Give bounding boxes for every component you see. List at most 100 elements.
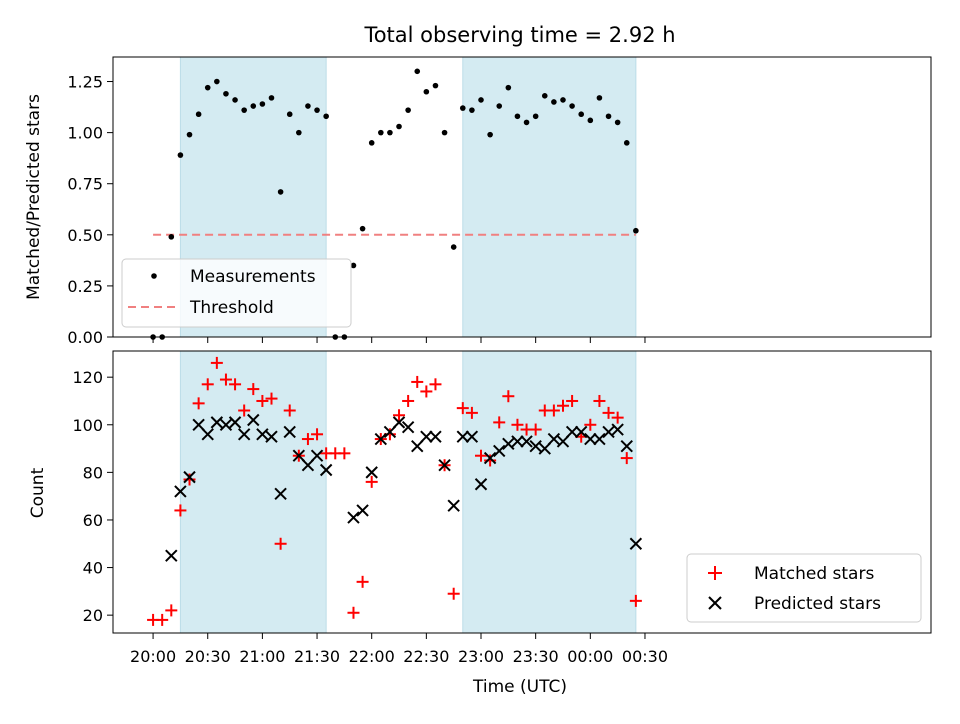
- matched-stars-point-22: [338, 447, 351, 460]
- predicted-stars-point-12: [265, 430, 278, 443]
- measurements-point-39: [496, 103, 503, 109]
- measurements-point-9: [223, 90, 229, 97]
- ratio-panel-x-ticks: [152, 337, 646, 343]
- measurements-point-30: [414, 68, 421, 75]
- matched-stars-point-18: [301, 433, 314, 446]
- measurements-point-6: [195, 111, 202, 118]
- x-tick-label: 21:00: [239, 647, 285, 666]
- measurements-point-40: [505, 84, 512, 91]
- chart-title: Total observing time = 2.92 h: [363, 23, 675, 47]
- matched-stars-point-36: [465, 406, 478, 419]
- predicted-stars-point-19: [347, 511, 360, 524]
- predicted-stars-point-27: [420, 430, 433, 443]
- y-tick-label: 120: [72, 368, 103, 387]
- matched-stars-point-52: [611, 411, 624, 424]
- ratio-panel-y-axis-label: Matched/Predicted stars: [24, 94, 44, 300]
- predicted-stars-point-3: [183, 470, 196, 484]
- measurements-point-29: [405, 107, 411, 113]
- y-tick-label: 0.00: [67, 328, 103, 347]
- measurements-point-25: [368, 140, 375, 146]
- y-tick-label: 20: [83, 606, 103, 625]
- predicted-stars-point-5: [201, 428, 214, 441]
- matched-stars-point-37: [475, 449, 488, 462]
- matched-stars-point-54: [629, 594, 642, 607]
- matched-stars-point-31: [420, 385, 433, 398]
- measurements-point-20: [323, 113, 329, 120]
- matched-stars-point-3: [165, 604, 178, 617]
- matched-stars-point-47: [566, 394, 579, 407]
- matched-stars-point-23: [347, 606, 360, 619]
- x-tick-label: 22:30: [403, 647, 449, 666]
- predicted-stars-point-4: [192, 418, 205, 431]
- predicted-stars-point-44: [575, 425, 588, 439]
- measurements-point-43: [532, 113, 539, 120]
- x-tick-label: 20:00: [130, 647, 176, 666]
- legend-predicted-marker: [708, 596, 722, 610]
- predicted-stars-point-8: [228, 416, 242, 429]
- matched-stars-point-5: [183, 473, 196, 486]
- matched-stars-point-14: [265, 392, 278, 405]
- count-panel-y-axis-label: Count: [28, 467, 48, 518]
- measurements-point-28: [396, 123, 402, 130]
- predicted-stars-point-9: [237, 428, 251, 441]
- measurements-point-4: [177, 152, 184, 158]
- predicted-stars-point-21: [365, 466, 378, 479]
- predicted-stars-point-15: [292, 449, 306, 462]
- count-panel-frame: [112, 350, 932, 634]
- measurements-point-53: [623, 140, 630, 146]
- shaded-interval-2: [462, 350, 637, 634]
- matched-stars-point-35: [456, 402, 469, 415]
- count-panel-y-ticks: 20 40 60 80 100 120: [72, 368, 113, 625]
- measurements-point-37: [478, 97, 484, 103]
- y-tick-label: 0.50: [67, 226, 103, 245]
- predicted-stars-point-43: [565, 425, 579, 439]
- predicted-stars-point-33: [474, 478, 488, 491]
- predicted-stars-point-39: [529, 439, 542, 453]
- measurements-point-52: [614, 119, 621, 126]
- y-tick-label: 0.75: [67, 175, 103, 194]
- predicted-stars-point-18: [319, 463, 333, 477]
- matched-stars-point-15: [274, 537, 287, 550]
- measurements-point-45: [551, 99, 557, 105]
- y-tick-label: 100: [72, 416, 103, 435]
- matched-stars-point-10: [229, 378, 242, 391]
- predicted-stars-point-35: [493, 444, 506, 458]
- measurements-point-33: [441, 129, 448, 136]
- predicted-stars-point-20: [356, 504, 369, 517]
- predicted-stars-point-49: [620, 439, 633, 453]
- count-panel-legend-box: [686, 553, 922, 623]
- predicted-stars-point-40: [538, 442, 551, 455]
- predicted-stars-point-29: [438, 459, 451, 472]
- predicted-stars-point-48: [611, 423, 624, 436]
- predicted-stars-point-32: [465, 430, 479, 443]
- y-tick-label: 40: [83, 559, 103, 578]
- matched-stars-point-7: [201, 378, 214, 391]
- measurements-point-34: [450, 244, 457, 250]
- predicted-stars-point-31: [456, 430, 469, 443]
- predicted-stars-point-22: [374, 432, 388, 446]
- ratio-panel: 0.00 0.25 0.50 0.75 1.00 1.25 Matched/Predict…: [24, 56, 932, 347]
- matched-stars-point-43: [529, 423, 542, 436]
- legend-measurements-label: Measurements: [190, 267, 316, 287]
- matched-stars-point-4: [174, 504, 187, 517]
- matched-stars-point-12: [247, 383, 260, 396]
- count-panel-marks: [147, 356, 643, 626]
- predicted-stars-point-14: [283, 425, 296, 439]
- measurements-point-42: [523, 119, 530, 126]
- count-panel-x-ticks: 20:00 20:30 21:00 21:30 22:00 22:30 23:00 23:30…: [130, 633, 668, 666]
- matched-stars-point-34: [447, 587, 460, 600]
- predicted-stars-point-7: [219, 418, 233, 431]
- matched-stars-point-19: [311, 428, 324, 441]
- predicted-stars-point-24: [392, 416, 406, 429]
- matched-stars-point-32: [429, 378, 442, 391]
- y-tick-label: 1.25: [67, 73, 103, 92]
- predicted-stars-point-41: [547, 432, 561, 446]
- predicted-stars-point-25: [401, 420, 415, 434]
- legend-matched-marker: [708, 566, 722, 580]
- predicted-stars-point-23: [383, 425, 397, 439]
- x-tick-label: 20:30: [185, 647, 231, 666]
- matched-stars-point-29: [402, 394, 415, 407]
- measurements-point-50: [596, 95, 603, 101]
- measurements-point-5: [186, 131, 193, 138]
- predicted-stars-point-38: [520, 435, 533, 448]
